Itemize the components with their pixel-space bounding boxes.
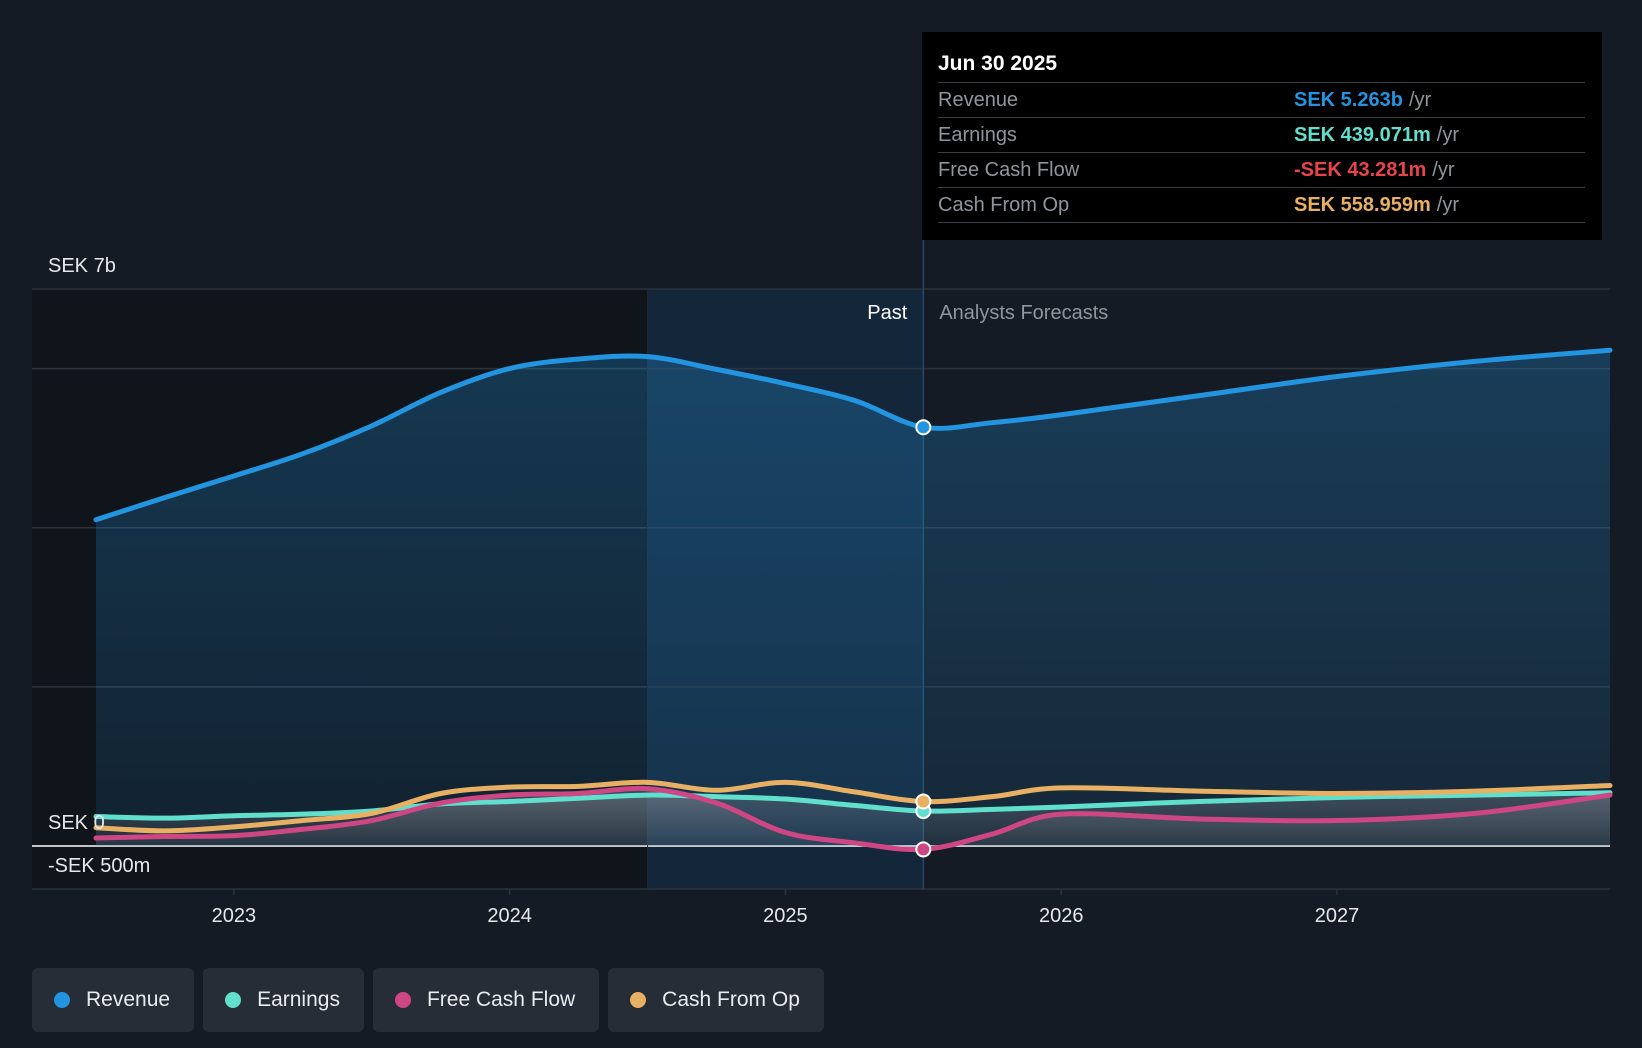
x-tick-label: 2025 — [763, 905, 808, 927]
tooltip-label: Free Cash Flow — [938, 159, 1080, 181]
tooltip-unit: /yr — [1436, 124, 1459, 146]
tooltip-row-cash-from-op: Cash From Op SEK 558.959m /yr — [938, 187, 1585, 223]
tooltip-unit: /yr — [1408, 89, 1432, 111]
tooltip-unit: /yr — [1436, 194, 1459, 216]
revenue-area — [96, 350, 1610, 846]
tooltip-unit: /yr — [1432, 159, 1455, 181]
earnings-line — [93, 790, 1613, 821]
legend-label: Earnings — [257, 988, 340, 1011]
cash-from-op-dot-icon — [630, 992, 647, 1008]
tooltip-value: SEK 439.071m — [1294, 124, 1431, 146]
tooltip-value: -SEK 43.281m — [1294, 159, 1427, 181]
legend-item-free-cash-flow[interactable]: Free Cash Flow — [372, 968, 600, 1032]
x-tick-label: 2026 — [1039, 905, 1084, 927]
legend-label: Free Cash Flow — [426, 988, 576, 1011]
x-tick-label: 2027 — [1315, 905, 1360, 927]
earnings-dot-icon — [225, 992, 242, 1008]
x-tick-label: 2024 — [487, 905, 532, 927]
legend-item-earnings[interactable]: Earnings — [203, 968, 364, 1032]
y-axis-top-label: SEK 7b — [48, 255, 116, 277]
revenue-marker — [915, 419, 932, 436]
tooltip-label: Revenue — [938, 89, 1019, 111]
tooltip-date: Jun 30 2025 — [938, 52, 1058, 75]
tooltip-row-revenue: Revenue SEK 5.263b /yr — [938, 82, 1585, 117]
legend: Revenue Earnings Free Cash Flow Cash Fro… — [32, 968, 824, 1032]
tooltip: Jun 30 2025 Revenue SEK 5.263b /yr Earni… — [922, 32, 1602, 240]
free-cash-flow-dot-icon — [394, 992, 411, 1008]
free_cash_flow-marker — [915, 841, 932, 858]
y-axis-zero-label: SEK 0 — [48, 812, 105, 834]
tooltip-row-earnings: Earnings SEK 439.071m /yr — [938, 117, 1585, 152]
legend-label: Cash From Op — [662, 988, 800, 1011]
forecast-label: Analysts Forecasts — [939, 302, 1108, 324]
revenue-line — [93, 347, 1613, 523]
tooltip-value: SEK 558.959m — [1294, 194, 1431, 216]
tooltip-label: Cash From Op — [938, 194, 1070, 216]
legend-item-cash-from-op[interactable]: Cash From Op — [608, 968, 824, 1032]
cash_from_op-marker — [915, 793, 932, 810]
legend-item-revenue[interactable]: Revenue — [32, 968, 195, 1032]
tooltip-label: Earnings — [938, 124, 1017, 146]
tooltip-row-free-cash-flow: Free Cash Flow -SEK 43.281m /yr — [938, 152, 1585, 187]
cash_from_op-line — [93, 779, 1613, 834]
tooltip-value: SEK 5.263b — [1294, 89, 1403, 111]
y-axis-bottom-label: -SEK 500m — [48, 855, 150, 877]
free_cash_flow-line — [93, 785, 1613, 853]
revenue-dot-icon — [54, 992, 70, 1008]
x-tick-label: 2023 — [212, 905, 257, 927]
legend-label: Revenue — [86, 988, 171, 1011]
past-label: Past — [867, 302, 907, 324]
